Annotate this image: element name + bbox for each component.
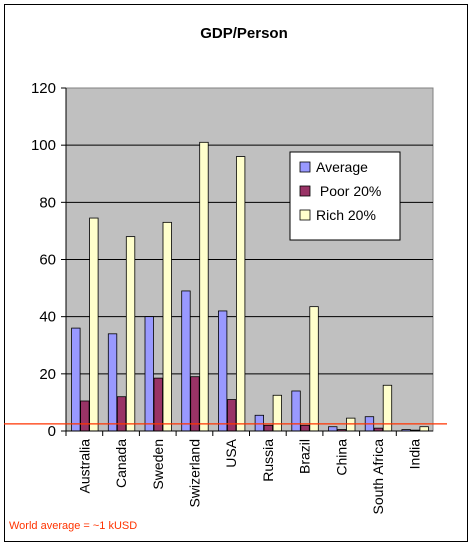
bar-0-4 <box>217 310 228 432</box>
legend-label-1: Poor 20% <box>316 183 381 199</box>
legend-label-0: Average <box>316 159 368 175</box>
bar-1-3 <box>190 376 200 432</box>
y-tick-label: 40 <box>39 309 56 326</box>
bar-2-1 <box>125 236 136 432</box>
y-tick-label: 120 <box>31 80 56 97</box>
bar-2-2 <box>162 221 172 432</box>
legend: Average Poor 20% Rich 20% <box>289 151 401 241</box>
bar-1-5 <box>263 424 274 432</box>
bar-0-1 <box>107 333 118 432</box>
bar-2-5 <box>272 394 283 432</box>
legend-swatch-2 <box>299 209 311 221</box>
y-tick-label: 20 <box>39 366 56 383</box>
legend-label-2: Rich 20% <box>316 207 376 223</box>
y-axis-ticks: 0 20 40 60 80 100 120 <box>31 80 67 440</box>
bar-0-6 <box>291 390 301 432</box>
x-axis-labels: Australia Canada Sweden Swizerland USA Russia… <box>65 430 433 515</box>
bar-1-6 <box>300 424 310 432</box>
bar-0-5 <box>254 414 265 432</box>
bar-0-3 <box>181 290 191 432</box>
x-tick-label: Russia <box>260 439 276 482</box>
bar-2-3 <box>199 141 209 432</box>
bar-2-0 <box>89 217 99 432</box>
bar-0-7 <box>328 426 338 432</box>
x-tick-label: USA <box>223 438 239 467</box>
chart-title: GDP/Person <box>200 25 288 42</box>
legend-swatch-0 <box>299 161 311 173</box>
world-average-note: World average = ~1 kUSD <box>9 520 137 532</box>
bars <box>71 141 429 432</box>
x-tick-label: Sweden <box>150 439 166 490</box>
bar-1-2 <box>153 377 163 432</box>
x-tick-label: India <box>407 439 423 470</box>
legend-swatch-1 <box>299 185 311 197</box>
bar-0-2 <box>144 316 154 432</box>
bar-1-1 <box>116 396 127 432</box>
y-tick-label: 100 <box>31 137 56 154</box>
x-tick-label: Canada <box>113 439 129 488</box>
x-tick-label: South Africa <box>370 439 386 515</box>
bar-1-4 <box>226 399 237 432</box>
bar-2-7 <box>346 417 356 432</box>
y-tick-label: 0 <box>48 423 56 440</box>
x-tick-label: Australia <box>76 439 92 494</box>
bar-2-6 <box>309 306 319 432</box>
bar-1-0 <box>80 400 90 432</box>
y-tick-label: 60 <box>39 252 56 269</box>
x-tick-label: China <box>333 439 349 476</box>
x-tick-label: Brazil <box>297 439 313 474</box>
bar-2-4 <box>235 156 246 432</box>
bar-0-0 <box>71 327 81 432</box>
x-tick-label: Swizerland <box>186 439 202 507</box>
bar-2-9 <box>419 426 429 432</box>
y-tick-label: 80 <box>39 194 56 211</box>
